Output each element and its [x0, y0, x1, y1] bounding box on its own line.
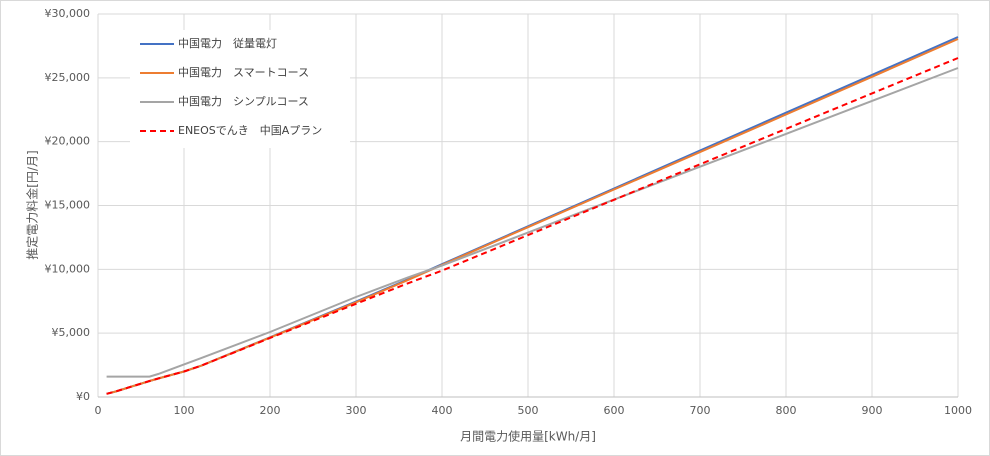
legend-label: ENEOSでんき 中国Aプラン: [178, 124, 322, 137]
x-axis-title: 月間電力使用量[kWh/月]: [460, 429, 596, 444]
x-tick-label: 1000: [944, 404, 972, 417]
y-tick-label: ¥25,000: [45, 71, 91, 84]
legend-label: 中国電力 シンプルコース: [178, 95, 309, 108]
y-tick-label: ¥30,000: [45, 7, 91, 20]
y-tick-label: ¥5,000: [52, 326, 91, 339]
x-tick-label: 100: [174, 404, 195, 417]
series-line: [106, 38, 959, 395]
series-line: [106, 57, 959, 395]
x-tick-label: 700: [690, 404, 711, 417]
x-tick-label: 0: [95, 404, 102, 417]
y-tick-label: ¥0: [76, 390, 90, 403]
y-tick-label: ¥10,000: [45, 262, 91, 275]
x-tick-label: 400: [432, 404, 453, 417]
y-tick-label: ¥15,000: [45, 199, 91, 212]
y-axis-title: 推定電力料金[円/月]: [25, 150, 40, 259]
x-tick-label: 600: [604, 404, 625, 417]
x-tick-label: 200: [260, 404, 281, 417]
x-tick-label: 800: [776, 404, 797, 417]
series-line: [106, 67, 959, 378]
x-tick-label: 500: [518, 404, 539, 417]
x-tick-label: 900: [862, 404, 883, 417]
legend-box: [130, 30, 350, 148]
legend-label: 中国電力 スマートコース: [178, 66, 309, 79]
x-tick-label: 300: [346, 404, 367, 417]
legend-label: 中国電力 従量電灯: [178, 37, 277, 50]
y-tick-label: ¥20,000: [45, 135, 91, 148]
